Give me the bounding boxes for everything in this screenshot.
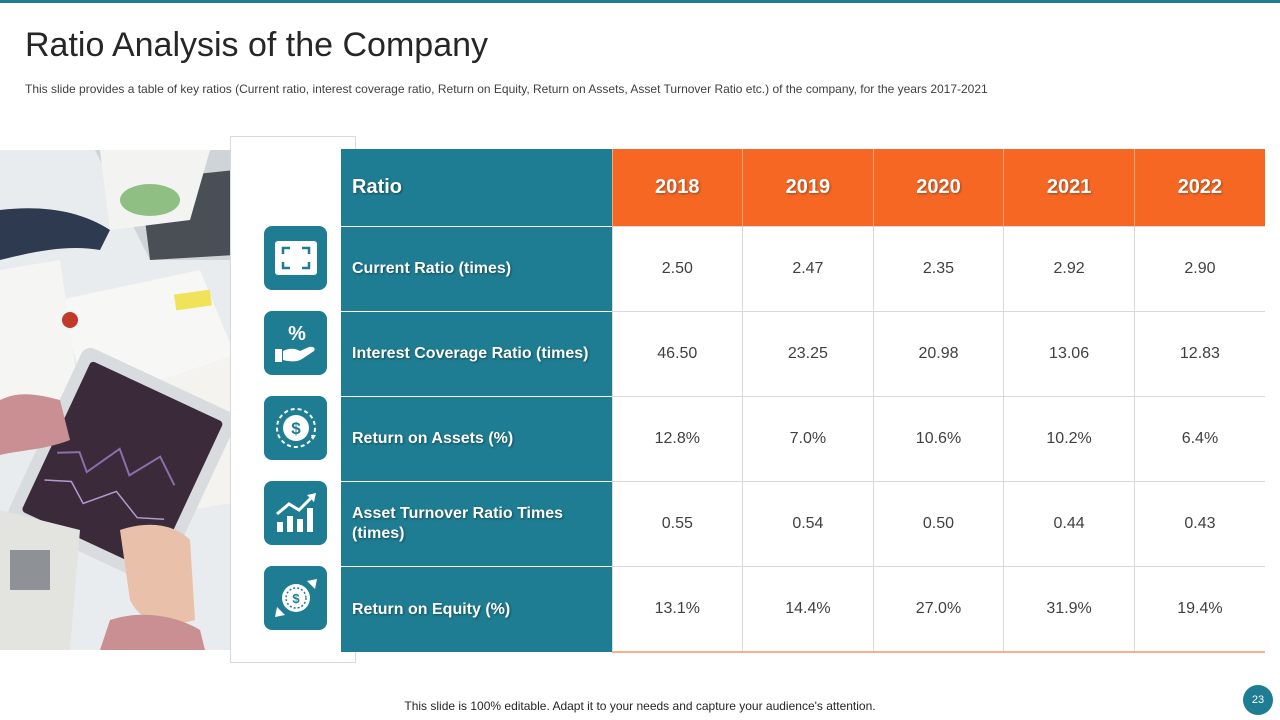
percent-hand-icon: % xyxy=(264,311,327,375)
ratio-value: 0.55 xyxy=(611,481,743,567)
ratio-label: Current Ratio (times) xyxy=(341,226,612,312)
ratio-value: 12.8% xyxy=(611,396,743,482)
year-header: 2021 xyxy=(1003,149,1135,227)
growth-chart-icon xyxy=(264,481,327,545)
top-accent-bar xyxy=(0,0,1280,3)
slide-title: Ratio Analysis of the Company xyxy=(25,26,489,64)
ratio-value: 19.4% xyxy=(1133,566,1265,653)
table-row: Return on Assets (%) 12.8% 7.0% 10.6% 10… xyxy=(341,396,1265,482)
ratio-value: 6.4% xyxy=(1133,396,1265,482)
ratio-value: 23.25 xyxy=(742,311,874,397)
svg-text:$: $ xyxy=(291,419,301,438)
table-row: Asset Turnover Ratio Times (times) 0.55 … xyxy=(341,481,1265,567)
ratio-value: 2.47 xyxy=(742,226,874,312)
ratio-value: 10.2% xyxy=(1003,396,1135,482)
ratio-value: 0.44 xyxy=(1003,481,1135,567)
ratio-value: 7.0% xyxy=(742,396,874,482)
table-header-row: Ratio 2018 2019 2020 2021 2022 xyxy=(341,149,1265,227)
year-header: 2020 xyxy=(872,149,1004,227)
dollar-exchange-icon: $ xyxy=(264,566,327,630)
ratio-value: 0.50 xyxy=(872,481,1004,567)
ratio-value: 2.92 xyxy=(1003,226,1135,312)
slide-subtitle: This slide provides a table of key ratio… xyxy=(25,82,988,96)
footer-note: This slide is 100% editable. Adapt it to… xyxy=(404,699,876,713)
ratio-value: 46.50 xyxy=(611,311,743,397)
ratio-value: 0.54 xyxy=(742,481,874,567)
ratio-column-header: Ratio xyxy=(341,149,612,227)
ratio-value: 2.35 xyxy=(872,226,1004,312)
ratio-value: 27.0% xyxy=(872,566,1004,653)
table-row: Return on Equity (%) 13.1% 14.4% 27.0% 3… xyxy=(341,566,1265,653)
frame-icon xyxy=(264,226,327,290)
svg-text:%: % xyxy=(288,323,306,345)
table-row: Current Ratio (times) 2.50 2.47 2.35 2.9… xyxy=(341,226,1265,312)
ratio-value: 10.6% xyxy=(872,396,1004,482)
year-header: 2019 xyxy=(742,149,874,227)
ratio-value: 2.50 xyxy=(611,226,743,312)
ratio-value: 20.98 xyxy=(872,311,1004,397)
ratio-value: 0.43 xyxy=(1133,481,1265,567)
ratio-value: 13.06 xyxy=(1003,311,1135,397)
ratio-value: 14.4% xyxy=(742,566,874,653)
ratio-label: Asset Turnover Ratio Times (times) xyxy=(341,481,612,567)
ratio-value: 12.83 xyxy=(1133,311,1265,397)
ratio-label: Return on Assets (%) xyxy=(341,396,612,482)
dollar-cycle-icon: $ xyxy=(264,396,327,460)
ratio-label: Return on Equity (%) xyxy=(341,566,612,652)
ratio-label: Interest Coverage Ratio (times) xyxy=(341,311,612,397)
ratio-table: Ratio 2018 2019 2020 2021 2022 Current R… xyxy=(341,149,1265,653)
svg-text:$: $ xyxy=(292,591,300,606)
page-number-badge: 23 xyxy=(1243,685,1273,715)
year-header: 2018 xyxy=(611,149,743,227)
year-header: 2022 xyxy=(1133,149,1265,227)
ratio-value: 13.1% xyxy=(611,566,743,653)
table-row: Interest Coverage Ratio (times) 46.50 23… xyxy=(341,311,1265,397)
ratio-value: 2.90 xyxy=(1133,226,1265,312)
business-photo xyxy=(0,150,249,650)
ratio-value: 31.9% xyxy=(1003,566,1135,653)
